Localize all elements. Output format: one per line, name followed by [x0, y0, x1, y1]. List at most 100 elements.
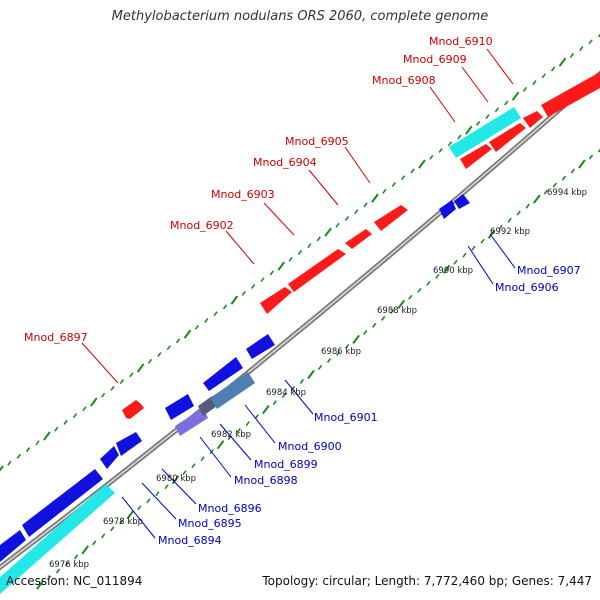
minor-tick — [110, 526, 115, 532]
gene-mnod-6900[interactable] — [210, 372, 255, 409]
scale-label: 6990 kbp — [433, 266, 473, 276]
minor-tick — [64, 561, 70, 567]
gene-mnod-6905[interactable] — [374, 205, 408, 231]
label-mnod-6906[interactable]: Mnod_6906 — [495, 281, 559, 294]
minor-tick — [110, 385, 115, 391]
tick-tracks — [0, 33, 600, 590]
minor-tick — [426, 280, 431, 286]
minor-tick — [480, 238, 485, 244]
label-mnod-6910[interactable]: Mnod_6910 — [429, 35, 493, 48]
label-mnod-6903[interactable]: Mnod_6903 — [211, 188, 275, 201]
minor-tick — [200, 456, 205, 462]
label-mnod-6895[interactable]: Mnod_6895 — [178, 517, 242, 530]
minor-tick — [326, 358, 332, 363]
gene-mnod-6897[interactable] — [122, 400, 144, 419]
minor-tick — [485, 114, 490, 120]
minor-tick — [498, 224, 503, 230]
label-mnod-6900[interactable]: Mnod_6900 — [278, 440, 342, 453]
minor-tick — [494, 107, 500, 113]
major-tick — [126, 510, 135, 520]
minor-tick — [457, 134, 462, 140]
gene-mnod-6909[interactable] — [489, 123, 526, 152]
minor-tick — [382, 188, 387, 194]
minor-tick — [516, 210, 521, 216]
gene-mnod-6901b[interactable] — [203, 357, 243, 391]
minor-tick — [222, 304, 228, 310]
minor-tick — [307, 243, 312, 249]
minor-tick — [550, 66, 556, 72]
major-tick — [418, 159, 426, 169]
minor-tick — [155, 491, 160, 497]
rna-gene-lower[interactable] — [0, 484, 115, 594]
minor-tick — [272, 400, 277, 406]
minor-tick — [7, 460, 12, 466]
minor-tick — [204, 318, 209, 323]
gene-mnod-6906[interactable] — [439, 200, 456, 219]
label-mnod-6907[interactable]: Mnod_6907 — [517, 264, 581, 277]
minor-tick — [191, 463, 196, 469]
minor-tick — [410, 168, 415, 174]
leader-mnod-6900 — [244, 404, 276, 444]
minor-tick — [400, 175, 406, 181]
gene-mnod-6910[interactable] — [541, 72, 600, 117]
major-tick — [511, 91, 520, 101]
gene-mnod-6896b[interactable] — [116, 432, 142, 456]
minor-tick — [344, 216, 350, 221]
label-mnod-6905[interactable]: Mnod_6905 — [285, 135, 349, 148]
label-mnod-6897[interactable]: Mnod_6897 — [24, 331, 88, 344]
gene-mnod-6894[interactable] — [0, 530, 26, 562]
major-tick — [0, 465, 4, 472]
minor-tick — [73, 554, 79, 560]
label-mnod-6904[interactable]: Mnod_6904 — [253, 156, 317, 169]
minor-tick — [241, 290, 246, 296]
minor-tick — [570, 168, 576, 174]
scale-label-group: 6976 kbp 6978 kbp 6980 kbp 6982 kbp 6984… — [49, 188, 587, 570]
gene-mnod-6907[interactable] — [454, 194, 470, 209]
rna-gene-upper[interactable] — [449, 107, 521, 158]
minor-tick — [344, 344, 350, 349]
label-mnod-6894[interactable]: Mnod_6894 — [158, 534, 222, 547]
major-tick — [171, 475, 180, 485]
minor-tick — [363, 202, 368, 208]
gene-mnod-6896[interactable] — [100, 446, 119, 469]
minor-tick — [119, 379, 125, 385]
gene-mnod-6902[interactable] — [260, 287, 292, 314]
scale-label: 6992 kbp — [490, 227, 530, 237]
gene-mnod-6895[interactable] — [22, 469, 103, 537]
label-mnod-6909[interactable]: Mnod_6909 — [403, 53, 467, 66]
leader-mnod-6904 — [308, 169, 339, 206]
leader-mnod-6907 — [489, 233, 516, 269]
gene-mnod-6909b[interactable] — [523, 111, 543, 128]
label-mnod-6902[interactable]: Mnod_6902 — [170, 219, 234, 232]
label-mnod-6896[interactable]: Mnod_6896 — [198, 502, 262, 515]
leader-mnod-6909 — [461, 66, 489, 103]
gene-mnod-6901c[interactable] — [246, 334, 275, 359]
gene-mnod-6904[interactable] — [345, 229, 372, 249]
leader-mnod-6896 — [161, 468, 197, 505]
major-tick — [230, 295, 239, 305]
major-tick — [487, 229, 496, 239]
major-tick — [81, 545, 89, 555]
leader-mnod-6898 — [199, 436, 232, 478]
gene-mnod-6898[interactable] — [175, 408, 208, 436]
leader-mnod-6902 — [225, 230, 255, 265]
label-mnod-6901[interactable]: Mnod_6901 — [314, 411, 378, 424]
gene-mnod-6908[interactable] — [460, 144, 492, 169]
label-mnod-6899[interactable]: Mnod_6899 — [254, 458, 318, 471]
minor-tick — [372, 322, 377, 328]
scale-label: 6980 kbp — [156, 474, 196, 484]
minor-tick — [588, 39, 593, 45]
minor-tick — [475, 120, 481, 126]
minor-tick — [236, 428, 241, 434]
label-mnod-6908[interactable]: Mnod_6908 — [372, 74, 436, 87]
gene-mnod-6903[interactable] — [288, 249, 346, 292]
minor-tick — [129, 372, 134, 378]
minor-tick — [72, 413, 78, 419]
minor-tick — [525, 203, 530, 209]
minor-tick — [82, 406, 87, 412]
label-mnod-6898[interactable]: Mnod_6898 — [234, 474, 298, 487]
minor-tick — [297, 250, 303, 255]
gene-mnod-6901[interactable] — [165, 394, 194, 420]
major-tick — [371, 193, 379, 203]
